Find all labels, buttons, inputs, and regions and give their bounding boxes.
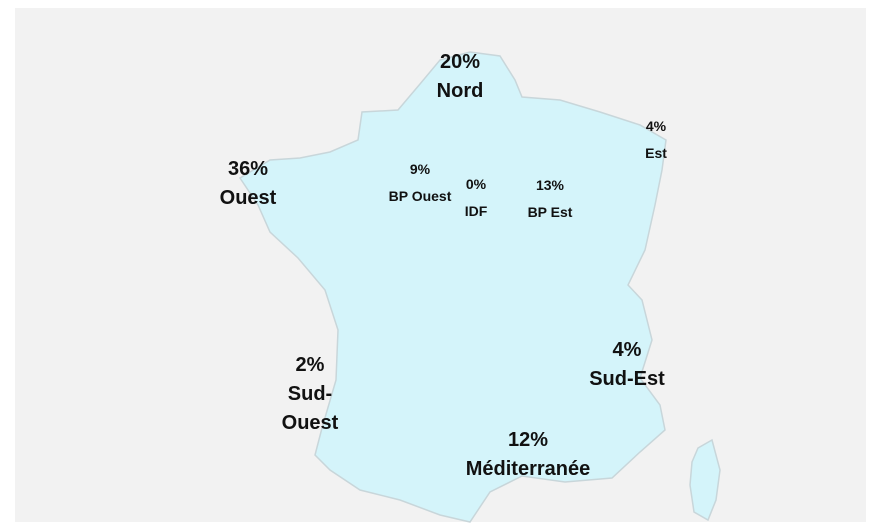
corsica-outline xyxy=(689,438,721,522)
region-label: 9% BP Ouest xyxy=(389,156,452,210)
region-name: Ouest xyxy=(219,187,277,209)
france-outline xyxy=(238,51,667,523)
region-label: 0% IDF xyxy=(465,171,488,225)
region-label: 12% Méditerranée xyxy=(466,426,591,484)
region-label: 13% BP Est xyxy=(528,172,573,226)
region-name: Nord xyxy=(436,80,484,102)
region-name: Sud-Est xyxy=(589,368,665,390)
share: 2% xyxy=(295,354,325,376)
share: 9% xyxy=(409,161,431,177)
region-name: Méditerranée xyxy=(465,458,591,480)
region-label: 20% Nord xyxy=(437,48,484,106)
region-name: Est xyxy=(645,145,667,161)
region-label: 2% Sud-Ouest xyxy=(275,351,345,438)
share: 4% xyxy=(645,118,667,134)
region-label: 4% Est xyxy=(645,113,667,167)
region-label: 4% Sud-Est xyxy=(589,336,665,394)
share: 36% xyxy=(227,158,269,180)
region-name: BP Est xyxy=(527,204,573,220)
region-name: IDF xyxy=(464,203,488,219)
share: 12% xyxy=(507,429,549,451)
region-name: BP Ouest xyxy=(388,188,452,204)
share: 20% xyxy=(439,51,481,73)
region-name: Sud-Ouest xyxy=(281,383,339,434)
share: 13% xyxy=(535,177,565,193)
share: 0% xyxy=(465,176,487,192)
share: 4% xyxy=(612,339,642,361)
region-label: 36% Ouest xyxy=(220,155,277,213)
